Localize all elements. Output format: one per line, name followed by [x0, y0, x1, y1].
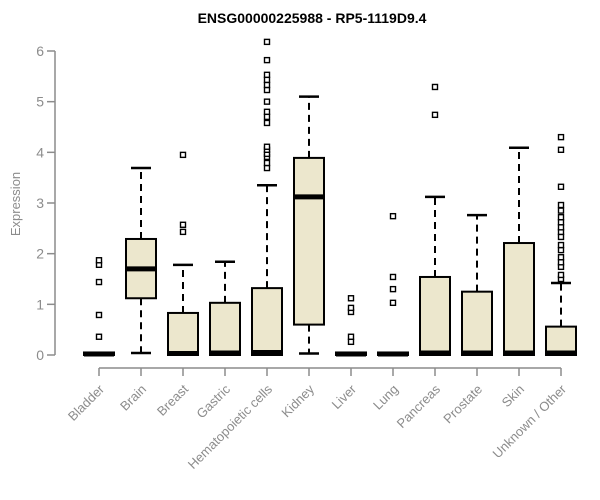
y-tick-label: 3: [36, 195, 44, 211]
outlier-point: [431, 111, 439, 119]
outlier-point: [557, 201, 565, 209]
x-tick-label: Prostate: [440, 382, 485, 427]
outlier-point: [557, 241, 565, 249]
y-tick-label: 4: [36, 144, 44, 160]
chart-title: ENSG00000225988 - RP5-1119D9.4: [197, 10, 427, 26]
outlier-point: [557, 233, 565, 241]
box-rect: [503, 242, 535, 356]
x-tick-label: Gastric: [193, 381, 233, 421]
outlier-point: [263, 143, 271, 150]
box-prostate: [461, 213, 493, 357]
outlier-point: [179, 151, 187, 159]
x-tick-label: Skin: [499, 382, 527, 410]
box-bladder: [83, 257, 115, 357]
outlier-point: [557, 133, 565, 141]
x-tick-label: Breast: [154, 381, 191, 418]
outlier-point: [263, 38, 271, 46]
outlier-point: [557, 183, 565, 190]
box-liver: [335, 295, 367, 357]
outlier-point: [347, 295, 355, 302]
outlier-point: [431, 83, 439, 91]
outlier-point: [557, 254, 565, 261]
x-tick-label: Bladder: [65, 381, 108, 424]
y-tick-label: 0: [36, 347, 44, 363]
x-tick-label: Brain: [117, 382, 149, 414]
box-kidney: [293, 95, 325, 355]
x-tick-label: Kidney: [278, 381, 317, 420]
outlier-point: [557, 213, 565, 221]
outlier-point: [263, 76, 271, 84]
outlier-point: [95, 311, 103, 319]
outlier-point: [95, 278, 103, 286]
outlier-point: [557, 146, 565, 153]
x-tick-label: Unknown / Other: [490, 381, 570, 461]
outlier-point: [347, 304, 355, 312]
outlier-point: [347, 333, 355, 340]
outlier-point: [263, 164, 271, 172]
box-rect: [461, 290, 493, 357]
outlier-point: [557, 224, 565, 231]
y-tick-label: 2: [36, 246, 44, 262]
outlier-point: [557, 207, 565, 214]
outlier-point: [263, 159, 271, 167]
outlier-point: [95, 257, 103, 264]
outlier-point: [389, 299, 397, 307]
outlier-point: [557, 219, 565, 226]
box-hematopoietic-cells: [251, 38, 283, 357]
x-tick-label: Liver: [329, 381, 360, 412]
box-brain: [125, 166, 157, 355]
box-rect: [545, 325, 577, 356]
outlier-point: [389, 212, 397, 220]
box-breast: [167, 151, 199, 356]
outlier-point: [263, 119, 271, 127]
outlier-point: [263, 113, 271, 121]
box-rect: [293, 156, 325, 326]
outlier-point: [263, 98, 271, 105]
box-pancreas: [419, 83, 451, 356]
box-rect: [419, 275, 451, 356]
outlier-point: [389, 273, 397, 281]
outlier-point: [263, 71, 271, 79]
outlier-point: [263, 56, 271, 64]
box-rect: [209, 301, 241, 356]
box-skin: [503, 146, 535, 356]
outlier-point: [263, 86, 271, 94]
outlier-point: [263, 108, 271, 115]
y-tick-label: 5: [36, 94, 44, 110]
outlier-point: [389, 285, 397, 293]
outlier-point: [557, 246, 565, 254]
box-rect: [251, 287, 283, 357]
outlier-point: [95, 333, 103, 340]
box-lung: [377, 212, 409, 357]
outlier-point: [263, 81, 271, 89]
outlier-point: [557, 259, 565, 266]
box-rect: [167, 311, 199, 356]
x-tick-label: Lung: [370, 382, 401, 413]
outlier-point: [347, 338, 355, 346]
outlier-point: [179, 221, 187, 228]
y-tick-label: 6: [36, 43, 44, 59]
box-unknown-other: [545, 133, 577, 356]
y-tick-label: 1: [36, 296, 44, 312]
box-gastric: [209, 260, 241, 356]
outlier-point: [179, 228, 187, 236]
x-tick-label: Pancreas: [394, 381, 444, 431]
outlier-point: [557, 271, 565, 279]
